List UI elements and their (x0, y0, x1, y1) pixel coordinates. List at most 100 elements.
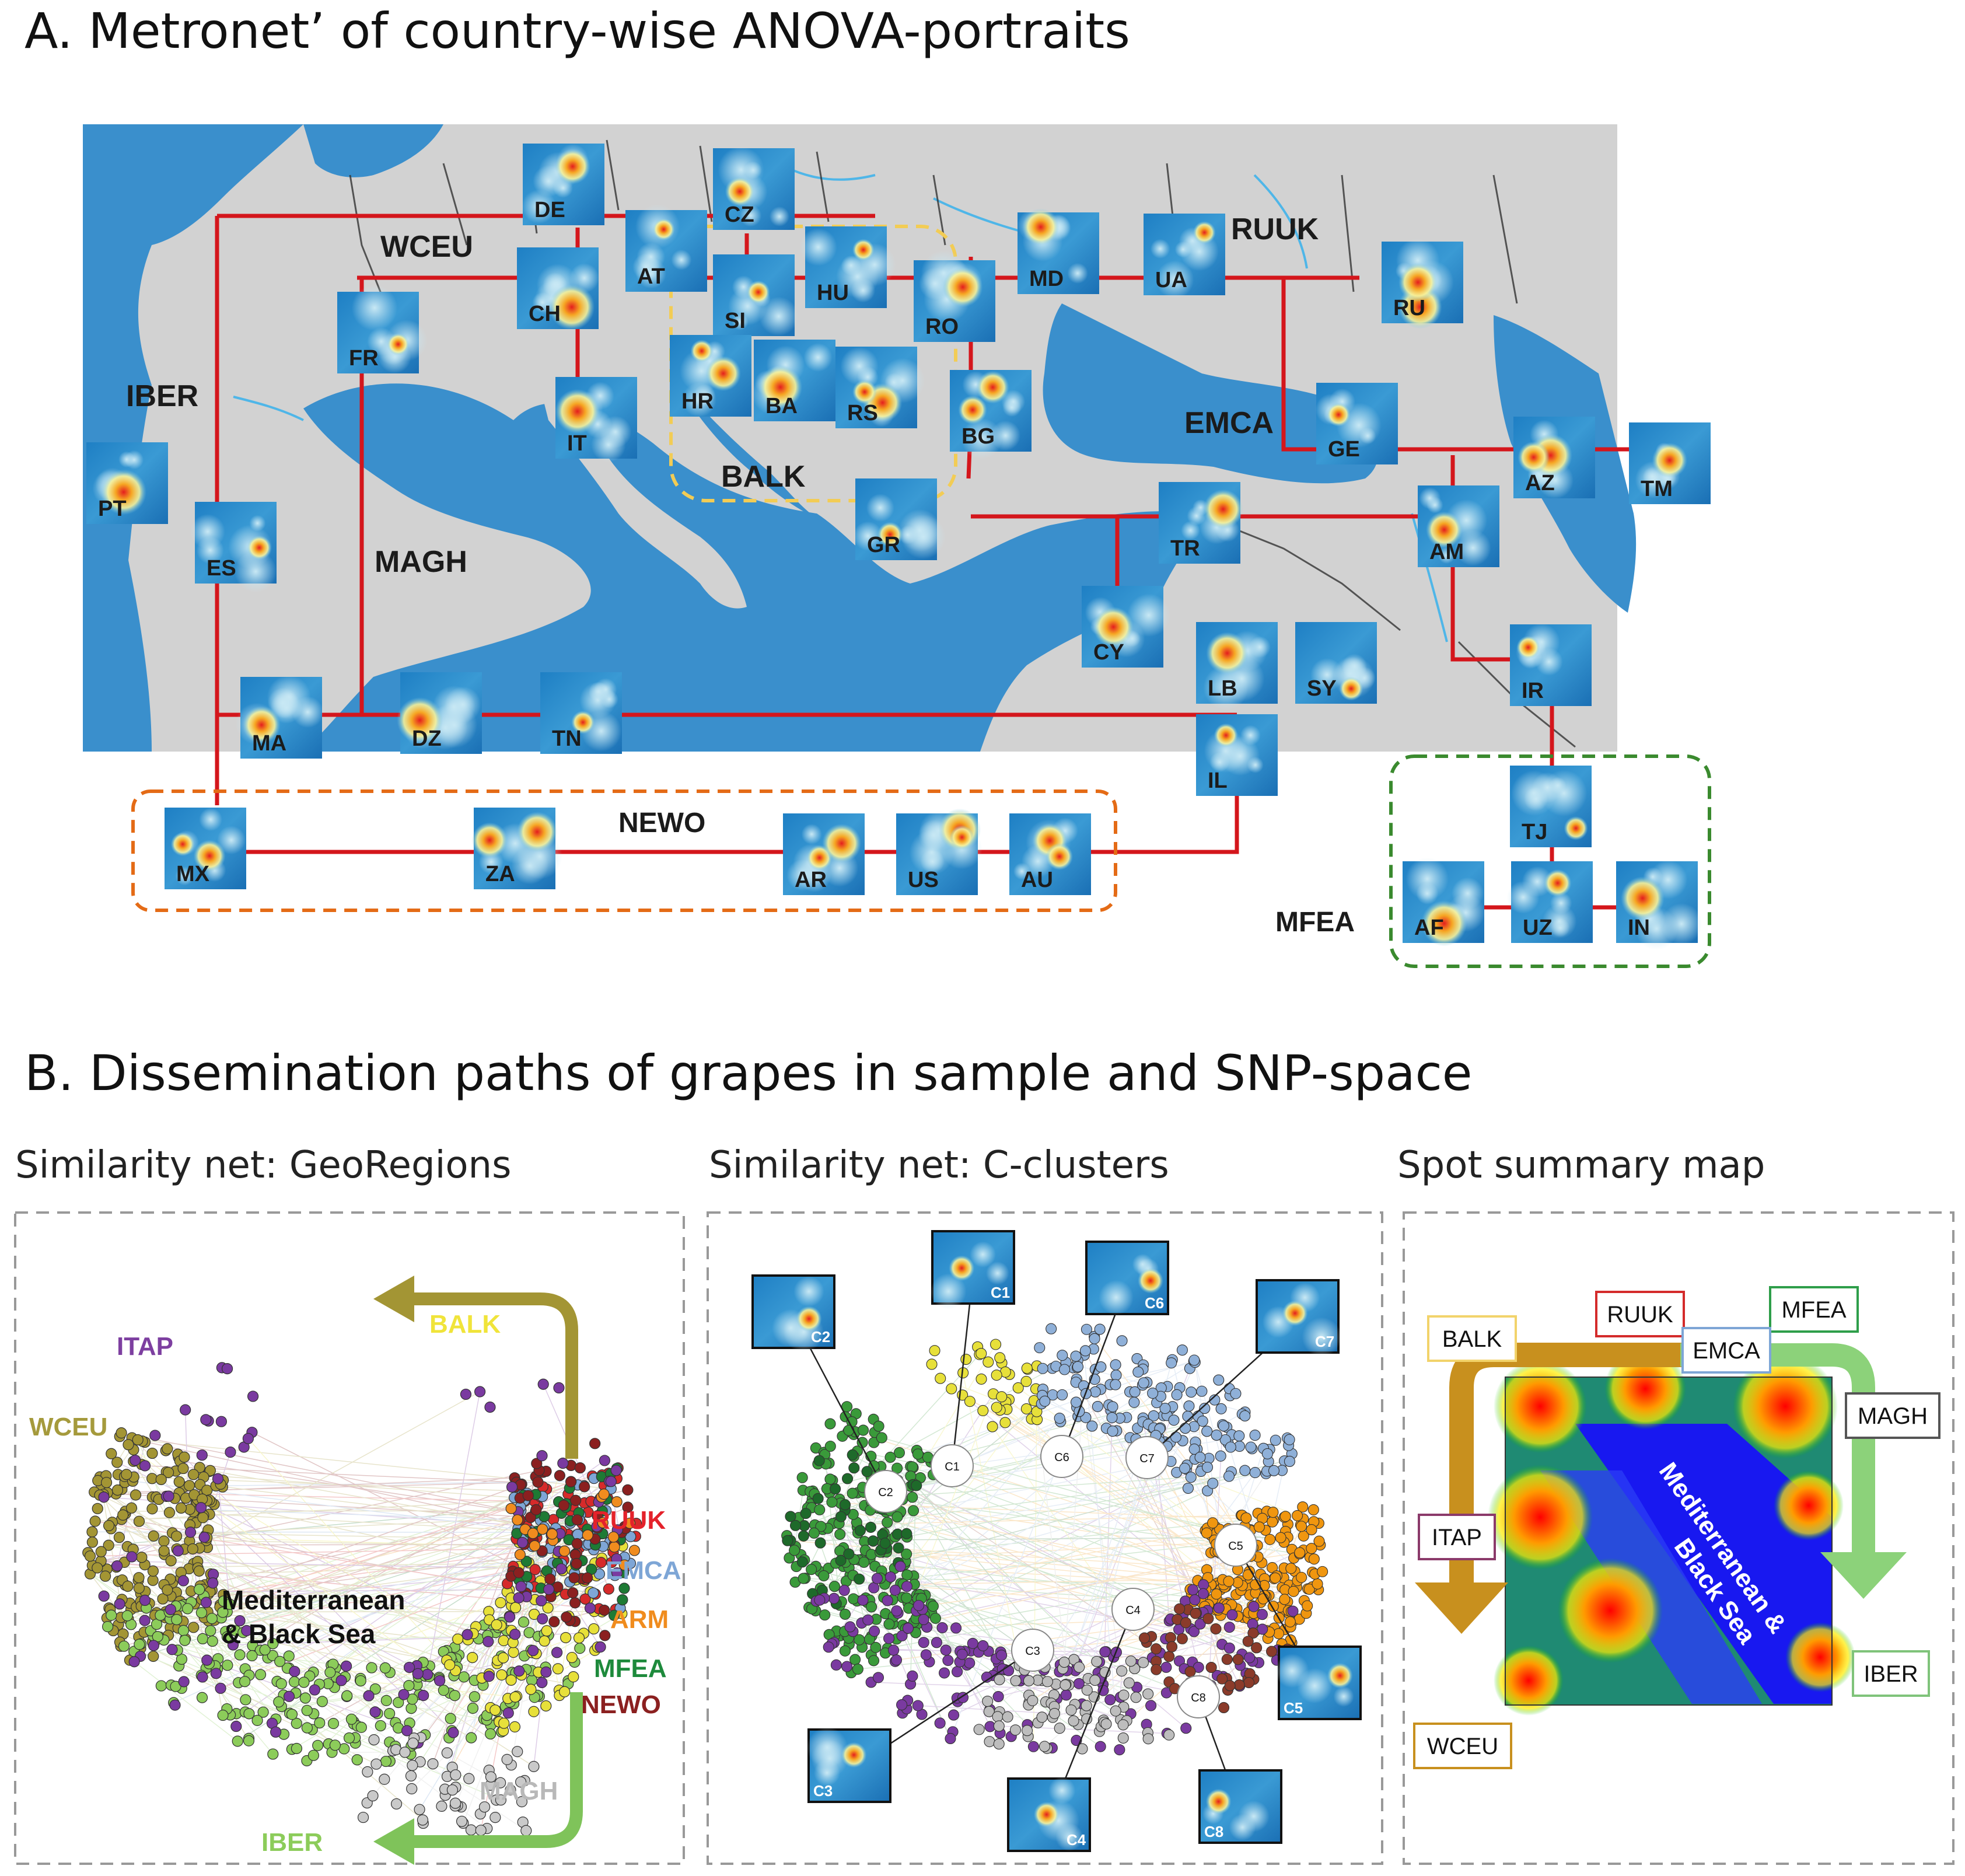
cluster-node (1188, 1443, 1200, 1455)
tile-label-gr: GR (867, 533, 900, 557)
cluster-node (1048, 1708, 1061, 1720)
geo-node (136, 1552, 148, 1563)
cluster-node (982, 1356, 994, 1368)
svg-text:C3: C3 (813, 1782, 833, 1800)
geo-node (398, 1689, 410, 1700)
geo-node (242, 1433, 254, 1444)
cluster-node (879, 1538, 891, 1549)
geo-node (496, 1669, 508, 1681)
cluster-node (918, 1637, 929, 1648)
geo-node (312, 1739, 324, 1751)
geo-node (217, 1606, 229, 1618)
cluster-node (1171, 1389, 1183, 1400)
region-label-mfea: MFEA (1275, 907, 1355, 938)
cluster-node (942, 1654, 954, 1667)
spot-label-magh: MAGH (1845, 1392, 1940, 1439)
geo-node (206, 1613, 218, 1625)
geo-node (529, 1564, 541, 1575)
cluster-node (1249, 1430, 1261, 1441)
cluster-node (1284, 1455, 1295, 1468)
geo-node (460, 1388, 472, 1400)
geo-node (172, 1545, 184, 1557)
cluster-node (868, 1582, 880, 1594)
cluster-node (1201, 1426, 1213, 1437)
geo-node (617, 1594, 628, 1606)
geo-node (427, 1758, 439, 1770)
cluster-node (1086, 1420, 1098, 1432)
geo-node (467, 1702, 479, 1714)
geo-node (554, 1470, 565, 1482)
cluster-node (1114, 1744, 1125, 1756)
geo-node (495, 1794, 507, 1806)
cluster-node (901, 1548, 912, 1560)
svg-text:C2: C2 (878, 1486, 893, 1499)
geo-node (299, 1692, 311, 1704)
cluster-node (1223, 1470, 1235, 1482)
cluster-node (936, 1622, 948, 1634)
cluster-node (888, 1644, 900, 1656)
cluster-node (1197, 1588, 1209, 1599)
geo-node (558, 1545, 571, 1557)
geo-node (335, 1675, 347, 1686)
cluster-node (1130, 1692, 1142, 1703)
geo-node (610, 1465, 622, 1476)
geo-node (241, 1625, 253, 1637)
cluster-node (1010, 1675, 1022, 1686)
tile-hr: HR (670, 335, 751, 417)
cluster-node (1176, 1633, 1188, 1644)
geo-node (234, 1615, 246, 1627)
geo-node (234, 1649, 246, 1661)
tile-si: SI (713, 254, 799, 336)
cluster-node (1072, 1361, 1084, 1372)
cluster-node (1163, 1729, 1175, 1741)
tile-label-ch: CH (529, 302, 561, 326)
cluster-node (828, 1581, 840, 1592)
cluster-node (945, 1732, 956, 1744)
cluster-node (1142, 1733, 1154, 1745)
geo-node (403, 1661, 415, 1674)
tile-label-ro: RO (925, 315, 959, 339)
cluster-node (1070, 1396, 1082, 1408)
geo-node (379, 1662, 391, 1674)
cluster-node (1117, 1732, 1129, 1744)
cluster-node (907, 1491, 918, 1503)
geo-node (130, 1454, 141, 1466)
cluster-node (1034, 1342, 1046, 1354)
geo-node (126, 1551, 138, 1563)
geo-node (541, 1625, 553, 1637)
cluster-node (1165, 1632, 1177, 1643)
geo-node (405, 1770, 417, 1782)
geo-node (618, 1559, 630, 1571)
geo-node (329, 1739, 341, 1751)
tile-label-tn: TN (552, 726, 582, 751)
geo-node (618, 1582, 630, 1594)
geo-node (307, 1749, 320, 1761)
geo-node (163, 1507, 175, 1518)
cluster-node (854, 1525, 866, 1536)
cluster-node (1218, 1702, 1230, 1714)
geo-node (275, 1678, 287, 1690)
geo-node (232, 1735, 243, 1747)
cluster-node (983, 1706, 995, 1717)
cluster-node (1284, 1434, 1295, 1445)
geo-node (341, 1690, 353, 1702)
geo-node (418, 1689, 429, 1702)
cluster-node (1023, 1675, 1035, 1686)
geo-node (512, 1746, 523, 1758)
cluster-node (964, 1396, 975, 1407)
tile-label-cz: CZ (725, 202, 754, 227)
cluster-node (823, 1641, 834, 1653)
geo-node (254, 1669, 267, 1681)
cluster-node (1225, 1441, 1236, 1453)
geo-node (165, 1603, 177, 1615)
tile-gr: GR (853, 478, 946, 560)
geo-node (595, 1641, 606, 1653)
tile-label-fr: FR (349, 346, 379, 371)
geo-node (551, 1647, 563, 1658)
cluster-node (927, 1601, 939, 1612)
geo-node (548, 1616, 560, 1627)
cluster-node (1240, 1512, 1252, 1524)
geo-node (449, 1690, 461, 1702)
cluster-node (835, 1554, 847, 1566)
geo-node (128, 1656, 140, 1668)
